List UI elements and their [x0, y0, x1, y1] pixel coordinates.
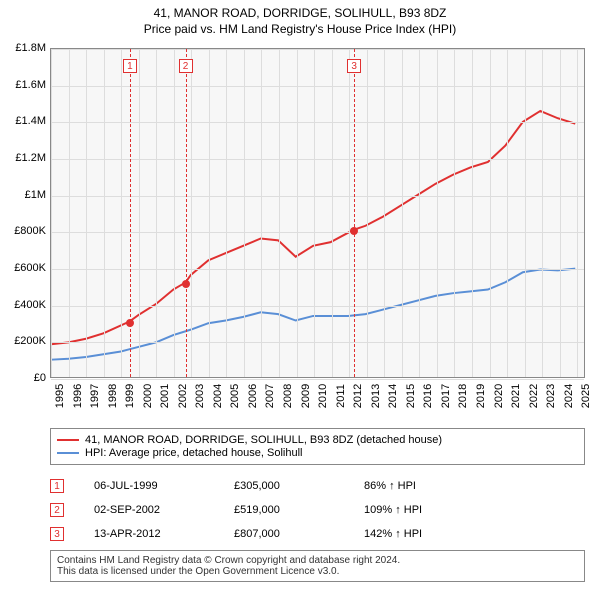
x-tick-label: 2024	[563, 384, 575, 408]
plot-area: 1 2 3	[50, 48, 585, 378]
sale-pct-vs-hpi: 86% ↑ HPI	[364, 480, 504, 492]
x-tick-label: 2004	[212, 384, 224, 408]
sale-date: 13-APR-2012	[94, 528, 234, 540]
x-tick-label: 2000	[142, 384, 154, 408]
sale-badge-plot: 2	[179, 59, 193, 73]
sale-date: 06-JUL-1999	[94, 480, 234, 492]
y-tick-label: £400K	[2, 299, 46, 311]
x-tick-label: 2021	[510, 384, 522, 408]
x-tick-label: 2008	[282, 384, 294, 408]
y-tick-label: £1.2M	[2, 152, 46, 164]
x-tick-label: 2022	[528, 384, 540, 408]
x-tick-label: 1999	[124, 384, 136, 408]
x-tick-label: 2009	[300, 384, 312, 408]
y-tick-label: £1M	[2, 189, 46, 201]
y-tick-label: £0	[2, 372, 46, 384]
x-tick-label: 2013	[370, 384, 382, 408]
chart-title-subtitle: Price paid vs. HM Land Registry's House …	[0, 22, 600, 36]
price-chart-container: 41, MANOR ROAD, DORRIDGE, SOLIHULL, B93 …	[0, 0, 600, 590]
sale-marker	[182, 280, 190, 288]
x-tick-label: 2012	[352, 384, 364, 408]
x-tick-label: 2017	[440, 384, 452, 408]
sale-marker	[350, 227, 358, 235]
x-tick-label: 2018	[457, 384, 469, 408]
y-tick-label: £1.6M	[2, 79, 46, 91]
x-tick-label: 2005	[229, 384, 241, 408]
x-tick-label: 2006	[247, 384, 259, 408]
x-tick-label: 2014	[387, 384, 399, 408]
x-tick-label: 2019	[475, 384, 487, 408]
x-tick-label: 2003	[194, 384, 206, 408]
attribution-line1: Contains HM Land Registry data © Crown c…	[57, 555, 578, 566]
legend-box: 41, MANOR ROAD, DORRIDGE, SOLIHULL, B93 …	[50, 428, 585, 465]
sales-table: 1 06-JUL-1999 £305,000 86% ↑ HPI 2 02-SE…	[50, 474, 585, 546]
table-row: 2 02-SEP-2002 £519,000 109% ↑ HPI	[50, 498, 585, 522]
legend-swatch-hpi	[57, 452, 79, 454]
sale-pct-vs-hpi: 142% ↑ HPI	[364, 528, 504, 540]
sale-badge-3: 3	[50, 527, 64, 541]
sale-badge-plot: 1	[123, 59, 137, 73]
legend-label-price-paid: 41, MANOR ROAD, DORRIDGE, SOLIHULL, B93 …	[85, 434, 442, 446]
sale-badge-1: 1	[50, 479, 64, 493]
x-tick-label: 2015	[405, 384, 417, 408]
x-tick-label: 2007	[264, 384, 276, 408]
table-row: 3 13-APR-2012 £807,000 142% ↑ HPI	[50, 522, 585, 546]
sale-badge-plot: 3	[347, 59, 361, 73]
table-row: 1 06-JUL-1999 £305,000 86% ↑ HPI	[50, 474, 585, 498]
x-tick-label: 2020	[493, 384, 505, 408]
x-tick-label: 2011	[335, 384, 347, 408]
y-tick-label: £800K	[2, 225, 46, 237]
y-tick-label: £1.8M	[2, 42, 46, 54]
x-tick-label: 2002	[177, 384, 189, 408]
x-tick-label: 1997	[89, 384, 101, 408]
sale-pct-vs-hpi: 109% ↑ HPI	[364, 504, 504, 516]
x-tick-label: 2010	[317, 384, 329, 408]
x-tick-label: 2025	[580, 384, 592, 408]
y-tick-label: £600K	[2, 262, 46, 274]
x-tick-label: 1998	[107, 384, 119, 408]
sale-date: 02-SEP-2002	[94, 504, 234, 516]
sale-badge-2: 2	[50, 503, 64, 517]
x-tick-label: 1996	[72, 384, 84, 408]
y-tick-label: £1.4M	[2, 115, 46, 127]
x-tick-label: 1995	[54, 384, 66, 408]
x-tick-label: 2016	[422, 384, 434, 408]
x-tick-label: 2001	[159, 384, 171, 408]
sale-marker	[126, 319, 134, 327]
sale-guideline	[354, 49, 355, 377]
chart-titles: 41, MANOR ROAD, DORRIDGE, SOLIHULL, B93 …	[0, 0, 600, 36]
sale-price: £305,000	[234, 480, 364, 492]
sale-price: £807,000	[234, 528, 364, 540]
x-tick-label: 2023	[545, 384, 557, 408]
chart-title-address: 41, MANOR ROAD, DORRIDGE, SOLIHULL, B93 …	[0, 6, 600, 20]
attribution-line2: This data is licensed under the Open Gov…	[57, 566, 578, 577]
sale-price: £519,000	[234, 504, 364, 516]
y-tick-label: £200K	[2, 335, 46, 347]
legend-item-price-paid: 41, MANOR ROAD, DORRIDGE, SOLIHULL, B93 …	[57, 434, 578, 446]
legend-label-hpi: HPI: Average price, detached house, Soli…	[85, 447, 303, 459]
sale-guideline	[186, 49, 187, 377]
sale-guideline	[130, 49, 131, 377]
legend-swatch-price-paid	[57, 439, 79, 441]
attribution-box: Contains HM Land Registry data © Crown c…	[50, 550, 585, 582]
chart-lines-svg	[51, 49, 584, 377]
legend-item-hpi: HPI: Average price, detached house, Soli…	[57, 447, 578, 459]
